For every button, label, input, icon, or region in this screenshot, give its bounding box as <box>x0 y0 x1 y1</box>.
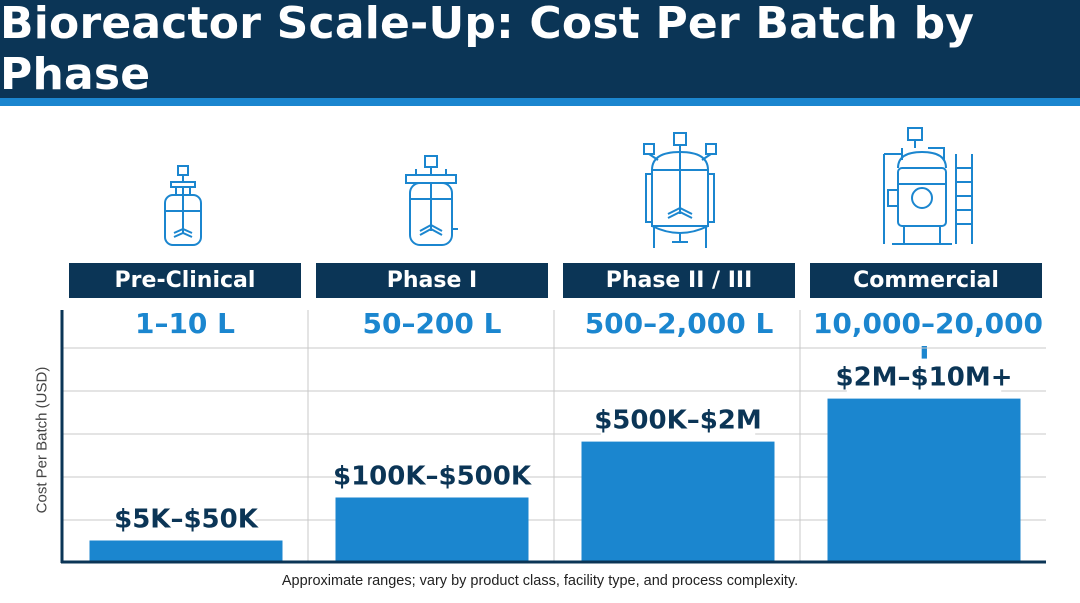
bench-bioreactor-icon <box>402 153 460 249</box>
phase-label-phase-i: Phase I <box>316 263 548 298</box>
bar-3 <box>581 441 775 561</box>
value-label-bg-1 <box>116 500 256 535</box>
value-label-1: $5K–$50K <box>114 505 259 535</box>
value-label-bg-3 <box>600 401 756 436</box>
volume-phase-ii-iii: 500–2,000 L <box>584 307 774 340</box>
bar-2 <box>335 497 529 561</box>
header-bar: Bioreactor Scale-Up: Cost Per Batch by P… <box>0 0 1080 100</box>
phase-label-phase-ii-iii: Phase II / III <box>563 263 795 298</box>
footnote: Approximate ranges; vary by product clas… <box>281 573 799 589</box>
phase-label-commercial: Commercial <box>810 263 1042 298</box>
volume-phase-i: 50–200 L <box>362 307 502 340</box>
volume-pre-clinical: 1–10 L <box>134 307 236 340</box>
chart-title: Bioreactor Scale-Up: Cost Per Batch by P… <box>0 0 975 100</box>
bar-4 <box>827 398 1021 561</box>
pilot-bioreactor-icon <box>640 130 720 250</box>
header-accent-stripe <box>0 98 1080 106</box>
value-label-2: $100K–$500K <box>333 462 532 492</box>
value-label-bg-2 <box>339 457 525 492</box>
value-label-bg-4 <box>846 358 1002 393</box>
phase-label-pre-clinical: Pre-Clinical <box>69 263 301 298</box>
y-axis-label: Cost Per Batch (USD) <box>33 366 51 514</box>
small-bioreactor-icon <box>160 163 206 249</box>
value-label-4: $2M–$10M+ <box>836 363 1013 393</box>
industrial-bioreactor-icon <box>878 124 978 250</box>
value-label-3: $500K–$2M <box>594 406 762 436</box>
bar-1 <box>89 540 283 561</box>
